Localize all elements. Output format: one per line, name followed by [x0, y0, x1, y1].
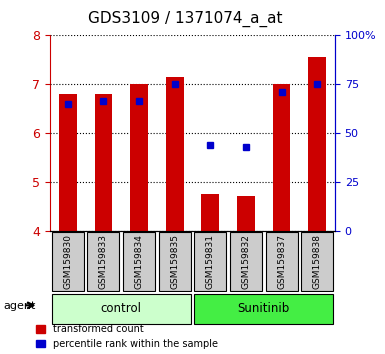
Bar — [273, 84, 290, 231]
FancyBboxPatch shape — [159, 232, 191, 291]
FancyBboxPatch shape — [194, 232, 226, 291]
Bar — [201, 194, 219, 231]
Bar — [130, 84, 148, 231]
FancyBboxPatch shape — [194, 294, 333, 324]
Text: GSM159832: GSM159832 — [241, 234, 250, 289]
Text: GSM159837: GSM159837 — [277, 234, 286, 289]
Text: agent: agent — [4, 301, 36, 311]
FancyBboxPatch shape — [230, 232, 262, 291]
Text: GSM159831: GSM159831 — [206, 234, 215, 289]
FancyBboxPatch shape — [87, 232, 119, 291]
Text: GSM159830: GSM159830 — [64, 234, 72, 289]
Text: Sunitinib: Sunitinib — [238, 302, 290, 315]
Text: GSM159834: GSM159834 — [135, 234, 144, 289]
Bar — [95, 94, 112, 231]
FancyBboxPatch shape — [301, 232, 333, 291]
FancyBboxPatch shape — [266, 232, 298, 291]
Bar — [308, 57, 326, 231]
Text: control: control — [101, 302, 142, 315]
FancyBboxPatch shape — [52, 294, 191, 324]
FancyBboxPatch shape — [52, 232, 84, 291]
Legend: transformed count, percentile rank within the sample: transformed count, percentile rank withi… — [36, 324, 218, 349]
Text: GSM159838: GSM159838 — [313, 234, 321, 289]
Bar — [59, 94, 77, 231]
Text: GSM159835: GSM159835 — [170, 234, 179, 289]
FancyBboxPatch shape — [123, 232, 155, 291]
Text: GDS3109 / 1371074_a_at: GDS3109 / 1371074_a_at — [87, 11, 282, 27]
Text: GSM159833: GSM159833 — [99, 234, 108, 289]
Bar — [237, 196, 255, 231]
Bar — [166, 77, 184, 231]
